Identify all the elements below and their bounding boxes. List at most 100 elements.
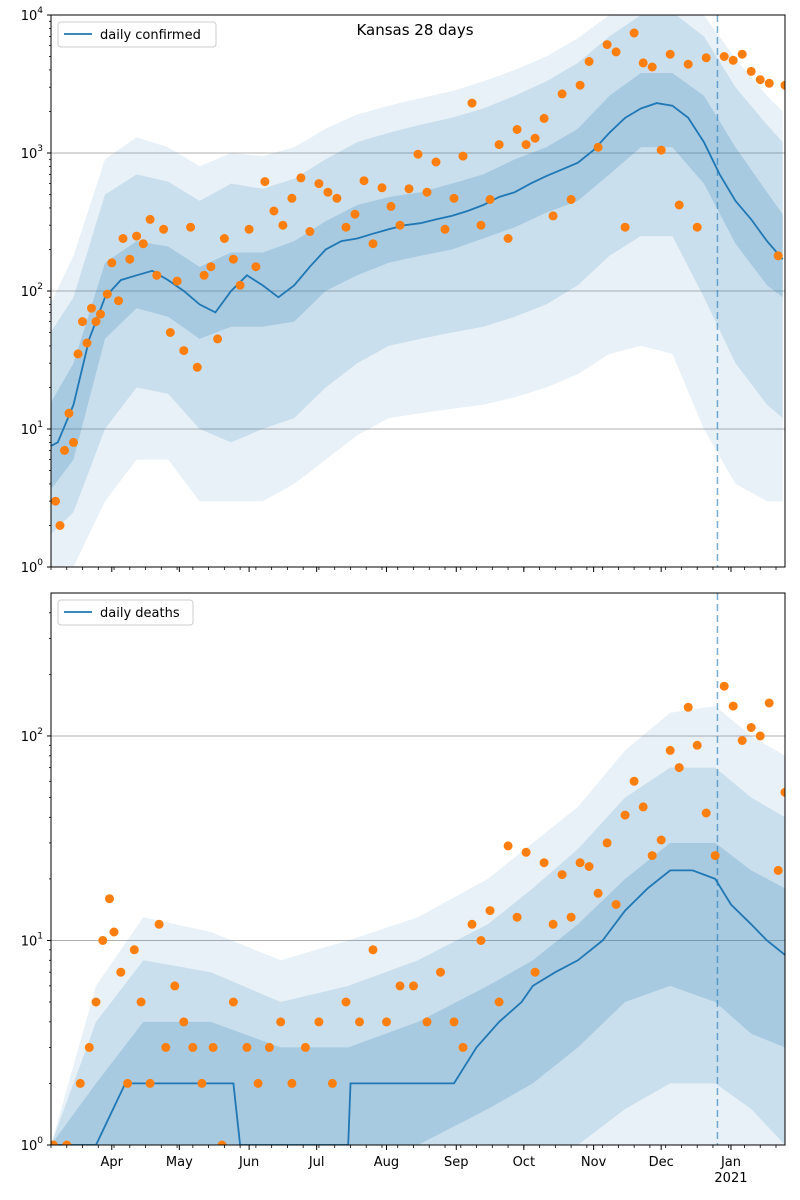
data-point	[300, 1042, 310, 1052]
data-point	[341, 997, 351, 1007]
data-point	[521, 847, 531, 857]
data-point	[159, 224, 169, 234]
data-point	[764, 78, 774, 88]
band-outermost-band	[51, 706, 785, 1145]
data-point	[719, 52, 729, 61]
data-point	[116, 967, 126, 977]
data-point	[557, 89, 567, 99]
data-point	[746, 66, 756, 76]
data-point	[530, 967, 540, 977]
data-point	[584, 862, 594, 871]
data-point	[530, 133, 540, 143]
data-point	[485, 195, 495, 204]
data-point	[199, 270, 209, 280]
data-point	[485, 906, 495, 916]
data-point	[780, 787, 785, 797]
data-point	[75, 1078, 85, 1088]
data-point	[728, 701, 738, 711]
data-point	[314, 1017, 324, 1027]
data-point	[51, 496, 60, 506]
data-point	[213, 334, 223, 344]
band-inner-band	[51, 73, 783, 490]
data-point	[219, 234, 229, 243]
x-tick-label: Nov	[581, 1155, 607, 1170]
data-point	[620, 222, 630, 232]
data-point	[109, 927, 119, 937]
median-line	[51, 869, 785, 1145]
data-point	[755, 75, 765, 85]
data-point	[96, 309, 105, 319]
data-point	[386, 201, 396, 211]
x-tick-label: Jul	[308, 1155, 325, 1170]
data-point	[737, 49, 747, 59]
data-point	[228, 254, 238, 264]
data-point	[123, 1078, 133, 1088]
data-point	[107, 258, 117, 268]
data-point	[244, 224, 254, 234]
data-point	[179, 346, 189, 356]
data-point	[467, 919, 477, 929]
data-point	[773, 865, 783, 875]
data-point	[476, 220, 486, 230]
data-point	[105, 894, 114, 904]
data-point	[69, 437, 78, 447]
data-point	[368, 239, 378, 249]
legend-label: daily deaths	[100, 606, 180, 621]
chart-panel-confirmed: 100 101 102 103 104 Kansas 28 days daily confi…	[21, 6, 786, 576]
data-point	[296, 173, 306, 183]
data-point	[242, 1042, 252, 1052]
data-point	[773, 251, 783, 261]
data-point	[431, 157, 441, 167]
data-point	[503, 841, 513, 851]
x-tick-label: Dec	[649, 1155, 674, 1170]
data-point	[710, 851, 720, 861]
plot-area	[51, 593, 785, 1145]
data-point	[683, 59, 693, 69]
data-point	[755, 731, 765, 741]
data-point	[314, 179, 324, 189]
x-tick-label: Aug	[374, 1155, 399, 1170]
y-tick-label: 100	[21, 1136, 44, 1154]
x-tick-label: Sep	[444, 1155, 469, 1170]
data-point	[566, 195, 576, 204]
chart-panel-deaths: 100 101 102 Apr May Jun Jul Aug Sep Oct Nov Dec Jan2…	[21, 592, 786, 1186]
data-point	[55, 521, 65, 530]
data-point	[737, 736, 747, 745]
data-point	[132, 231, 142, 241]
data-point	[377, 183, 387, 193]
data-point	[217, 1140, 227, 1145]
data-point	[409, 981, 418, 991]
y-tick-label: 101	[21, 420, 43, 438]
band-outermost-band	[51, 15, 783, 567]
data-point	[305, 227, 315, 236]
data-point	[512, 125, 522, 134]
y-tick-label: 102	[21, 282, 43, 300]
data-point	[602, 40, 612, 50]
legend-box	[57, 599, 194, 626]
legend: daily deaths	[57, 599, 194, 626]
data-point	[665, 49, 675, 59]
data-point	[521, 140, 531, 150]
data-point	[327, 1078, 337, 1088]
data-point	[638, 802, 648, 812]
data-point	[449, 1017, 459, 1027]
data-point	[208, 1042, 218, 1052]
data-point	[276, 1017, 286, 1027]
x-tick-label: Jan	[720, 1155, 741, 1170]
data-point	[629, 28, 639, 38]
data-point	[91, 317, 101, 327]
data-point	[323, 187, 333, 197]
data-point	[503, 234, 513, 243]
data-point	[764, 698, 774, 708]
data-point	[458, 151, 468, 161]
data-point	[746, 723, 756, 732]
data-point	[413, 149, 423, 159]
data-point	[638, 58, 648, 68]
data-point	[188, 1042, 198, 1052]
data-point	[780, 80, 785, 90]
data-point	[64, 408, 74, 418]
legend-box	[57, 21, 217, 48]
data-point	[170, 981, 180, 991]
data-point	[341, 222, 351, 232]
